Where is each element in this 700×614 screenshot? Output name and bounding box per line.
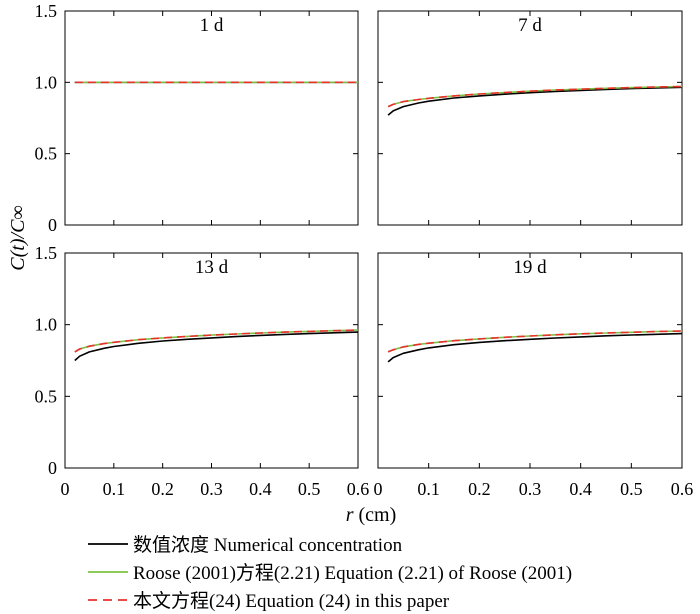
legend-label-this-paper: 本文方程(24) Equation (24) in this paper xyxy=(133,590,450,612)
panel-13d: 0 0.5 1.0 1.5 0 0.1 0.2 0.3 0.4 0.5 0.6 13 d xyxy=(35,243,370,499)
panel-frame xyxy=(377,252,683,469)
y-tick-label: 1.5 xyxy=(35,243,58,263)
panel-title: 19 d xyxy=(513,257,547,278)
panel-title: 1 d xyxy=(200,15,224,36)
legend-entry-1: Roose (2001)方程(2.21) Equation (2.21) of … xyxy=(88,562,572,584)
x-tick-label: 0 xyxy=(374,479,383,499)
panel-7d: 7 d xyxy=(377,10,683,226)
x-axis-label: r (cm) xyxy=(346,504,397,526)
y-tick-label: 1.0 xyxy=(35,315,58,335)
x-tick-label: 0.5 xyxy=(620,479,643,499)
x-tick-label: 0.1 xyxy=(103,479,126,499)
x-tick-label: 0.3 xyxy=(519,479,542,499)
series-this-paper-line xyxy=(387,330,683,353)
x-tick-label: 0.4 xyxy=(569,479,592,499)
x-tick-label: 0.6 xyxy=(671,479,694,499)
legend: 数值浓度 Numerical concentration Roose (2001… xyxy=(88,534,572,612)
series-numerical-line xyxy=(387,86,683,116)
y-tick-label: 0 xyxy=(48,458,57,478)
y-axis-title: C(t)/C∞ xyxy=(7,205,29,270)
legend-entry-0: 数值浓度 Numerical concentration xyxy=(88,534,403,556)
panel-19d: 0 0.1 0.2 0.3 0.4 0.5 0.6 19 d xyxy=(374,252,694,499)
legend-label-roose: Roose (2001)方程(2.21) Equation (2.21) of … xyxy=(133,562,572,584)
panel-frame xyxy=(64,10,359,226)
series-numerical-line xyxy=(74,331,359,362)
y-tick-label: 0.5 xyxy=(35,144,58,164)
legend-entry-2: 本文方程(24) Equation (24) in this paper xyxy=(88,590,450,612)
legend-label-numerical: 数值浓度 Numerical concentration xyxy=(133,534,403,556)
panel-title: 13 d xyxy=(195,257,229,278)
y-tick-label: 1.5 xyxy=(35,1,58,21)
y-tick-label: 0.5 xyxy=(35,386,58,406)
x-tick-label: 0.1 xyxy=(417,479,440,499)
y-tick-label: 0 xyxy=(48,215,57,235)
series-this-paper-line xyxy=(387,85,683,108)
series-roose-line xyxy=(387,85,683,108)
series-this-paper-line xyxy=(74,329,359,353)
y-axis-label: C(t)/C∞ xyxy=(7,205,29,270)
x-tick-label: 0.2 xyxy=(468,479,491,499)
x-tick-label: 0.3 xyxy=(200,479,223,499)
series-numerical-line xyxy=(387,332,683,363)
panel-frame xyxy=(377,10,683,226)
panel-frame xyxy=(64,252,359,469)
x-tick-label: 0.4 xyxy=(249,479,272,499)
x-tick-label: 0 xyxy=(61,479,70,499)
x-tick-label: 0.6 xyxy=(347,479,370,499)
panel-title: 7 d xyxy=(518,15,542,36)
x-tick-label: 0.5 xyxy=(298,479,321,499)
y-tick-label: 1.0 xyxy=(35,72,58,92)
x-tick-label: 0.2 xyxy=(151,479,174,499)
panel-1d: 0 0.5 1.0 1.5 1 d xyxy=(35,1,359,235)
